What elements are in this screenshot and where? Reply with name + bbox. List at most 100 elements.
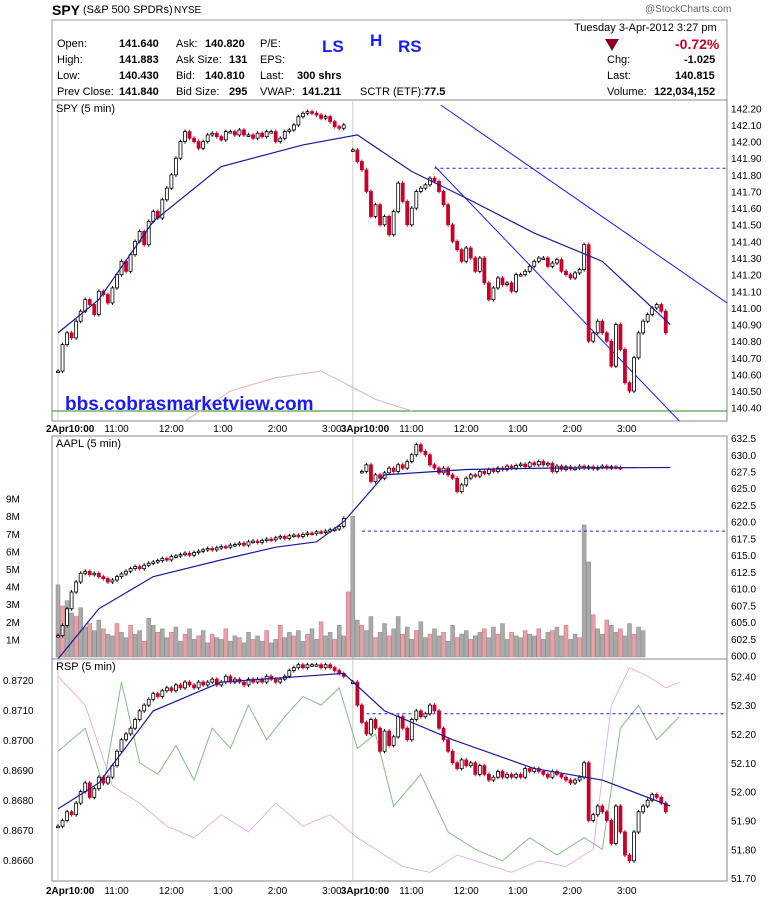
aapl-volume-tick: 4M xyxy=(6,583,20,594)
chg-value: -1.025 xyxy=(684,54,716,66)
rsp-candle xyxy=(369,719,373,735)
rsp-candle xyxy=(613,805,618,844)
open-value: 141.640 xyxy=(119,38,159,50)
aapl-candle xyxy=(169,556,174,561)
spy-candle xyxy=(450,224,455,242)
aapl-volume-bar xyxy=(278,625,283,658)
rsp-candle xyxy=(164,687,169,692)
rsp-ratio-tick: 0.8670 xyxy=(3,826,34,837)
aapl-volume-bar xyxy=(151,625,156,658)
aapl-volume-bar xyxy=(572,633,578,658)
spy-candle xyxy=(314,112,319,116)
aapl-volume-bar xyxy=(336,625,342,658)
aapl-volume-bar xyxy=(604,619,610,658)
spy-candle xyxy=(659,304,664,312)
rsp-candle xyxy=(187,681,192,686)
aapl-volume-tick: 2M xyxy=(6,618,20,629)
last-shares-value: 300 shrs xyxy=(297,70,342,82)
spy-candle xyxy=(332,121,337,128)
aapl-candle xyxy=(301,534,305,537)
aapl-volume-bar xyxy=(373,637,378,658)
aapl-candle xyxy=(128,568,133,572)
spy-candle xyxy=(496,277,500,289)
aapl-candle xyxy=(183,552,187,556)
rsp-candle xyxy=(287,670,292,677)
spy-candle xyxy=(364,169,369,192)
aapl-candle xyxy=(201,549,206,552)
aapl-candle xyxy=(509,465,514,469)
spy-candle xyxy=(595,320,600,334)
aapl-volume-tick: 7M xyxy=(6,530,20,541)
rsp-pink-line xyxy=(57,667,680,873)
aapl-volume-bar xyxy=(405,626,410,658)
aapl-volume-bar xyxy=(459,633,464,658)
aapl-candle xyxy=(310,532,314,536)
rsp-candle xyxy=(310,664,314,667)
spy-candle xyxy=(455,240,460,251)
rsp-ratio-tick: 0.8720 xyxy=(3,676,34,687)
rsp-candle xyxy=(577,776,582,781)
spy-ma-line xyxy=(57,134,671,334)
spy-candle xyxy=(441,191,446,206)
aapl-volume-bar xyxy=(332,639,337,658)
spy-candle xyxy=(491,287,496,300)
rsp-candle xyxy=(323,664,328,669)
aapl-volume-bar xyxy=(631,633,637,658)
rsp-candle xyxy=(409,719,414,741)
rsp-candle xyxy=(473,762,478,775)
aapl-volume-bar xyxy=(581,524,587,658)
aapl-volume-bar xyxy=(119,632,124,658)
aapl-candle xyxy=(527,462,532,468)
spy-x-axis-tick: 1:00 xyxy=(508,424,528,435)
rsp-candle xyxy=(314,664,319,667)
aapl-volume-bar xyxy=(200,630,206,658)
aapl-volume-bar xyxy=(427,633,433,658)
watermark-link: bbs.cobrasmarketview.com xyxy=(65,394,314,415)
aapl-volume-bar xyxy=(191,639,197,658)
aapl-volume-bar xyxy=(500,623,505,658)
rsp-x-axis-tick: 3:00 xyxy=(617,886,637,897)
aapl-candle xyxy=(418,444,423,452)
aapl-volume-bar xyxy=(255,635,260,658)
spy-candle xyxy=(92,304,97,315)
rsp-candle xyxy=(210,678,215,683)
rsp-candle xyxy=(437,710,441,729)
aapl-volume-bar xyxy=(110,635,115,658)
aapl-volume-bar xyxy=(300,640,306,658)
rsp-x-axis-tick: 3Apr10:00 xyxy=(341,886,390,897)
aapl-volume-bar xyxy=(536,628,542,658)
spy-tick: 141.20 xyxy=(731,271,762,282)
aapl-volume-bar xyxy=(155,632,161,658)
aapl-tick: 605.0 xyxy=(731,618,756,629)
rsp-candle xyxy=(527,768,532,772)
aapl-volume-bar xyxy=(341,635,346,658)
rsp-candle xyxy=(278,678,283,683)
spy-tick: 141.40 xyxy=(731,237,762,248)
spy-candle xyxy=(618,324,623,350)
spy-candle xyxy=(60,344,65,372)
pe-label: P/E: xyxy=(260,38,281,50)
spy-candle xyxy=(378,204,382,226)
volume-value: 122,034,152 xyxy=(654,86,716,98)
spy-tick: 140.40 xyxy=(731,404,762,415)
aapl-candle xyxy=(518,463,523,467)
rsp-candle xyxy=(545,773,550,778)
spy-candle xyxy=(518,274,523,277)
spy-candle xyxy=(541,257,546,260)
aapl-candle xyxy=(491,469,496,472)
aapl-volume-bar xyxy=(377,632,383,658)
rsp-candle xyxy=(201,681,206,686)
header-box xyxy=(51,19,728,101)
aapl-candle xyxy=(56,635,60,638)
spy-candle xyxy=(505,282,509,286)
rsp-candle xyxy=(414,710,419,720)
rsp-candle xyxy=(618,805,623,833)
rsp-candle xyxy=(468,762,473,767)
spy-candle xyxy=(178,141,183,159)
rsp-candle xyxy=(496,771,500,778)
rsp-candle xyxy=(455,762,460,769)
spy-candle xyxy=(423,184,428,189)
last-price-label: Last: xyxy=(607,70,631,82)
aapl-candle xyxy=(251,540,255,544)
